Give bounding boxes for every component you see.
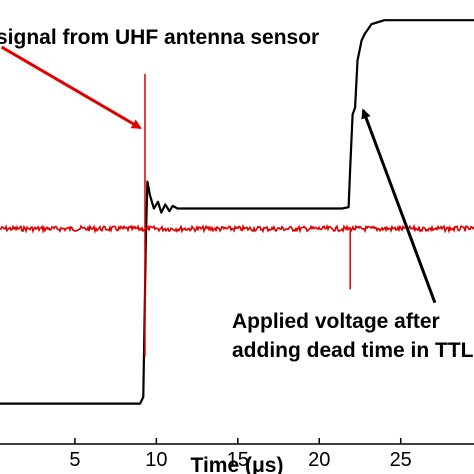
x-tick-label: 5 xyxy=(69,449,80,471)
uhf-signal-group xyxy=(0,74,474,357)
x-tick-label: 20 xyxy=(308,449,330,471)
uhf-annotation-arrow xyxy=(0,45,142,130)
x-tick-label: 10 xyxy=(145,449,167,471)
annotations: signal from UHF antenna sensor Applied v… xyxy=(0,26,474,362)
uhf-signal-line xyxy=(0,223,474,235)
ttl-annotation-label-line-2: adding dead time in TTL xyxy=(232,339,474,362)
x-tick-label: 25 xyxy=(390,449,412,471)
uhf-annotation-label: signal from UHF antenna sensor xyxy=(0,26,319,49)
x-tick-label: 15 xyxy=(227,449,249,471)
ttl-annotation-label-line-1: Applied voltage after xyxy=(232,310,440,333)
ttl-annotation-arrow xyxy=(361,108,437,304)
plot-area xyxy=(0,19,474,405)
axes: 5 10 15 20 25 Time (μs) xyxy=(0,438,474,474)
x-ticks: 5 10 15 20 25 xyxy=(69,438,412,471)
applied-voltage-line xyxy=(0,19,474,405)
x-axis-title: Time (μs) xyxy=(191,454,284,474)
